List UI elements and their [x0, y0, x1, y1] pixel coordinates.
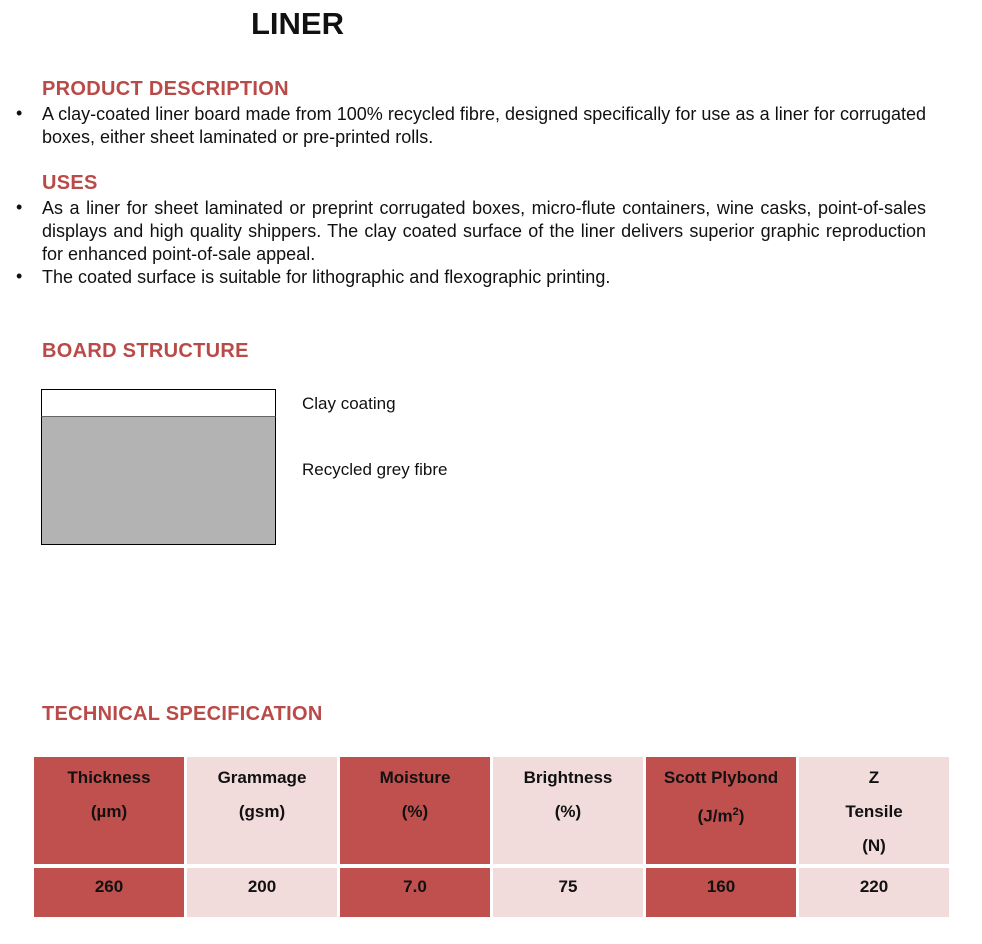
board-structure-heading: BOARD STRUCTURE — [42, 340, 249, 362]
value-grammage: 200 — [187, 868, 337, 917]
grey-fibre-layer — [41, 416, 276, 545]
value-scott-plybond: 160 — [646, 868, 796, 917]
product-description-text: A clay-coated liner board made from 100%… — [42, 104, 926, 147]
clay-coating-layer — [41, 389, 276, 416]
spec-table: Thickness (µm) Grammage (gsm) Moisture (%) … — [31, 753, 952, 921]
spec-header-row: Thickness (µm) Grammage (gsm) Moisture (%) … — [34, 757, 949, 864]
header-scott-plybond: Scott Plybond (J/m2) — [646, 757, 796, 864]
uses-heading: USES — [42, 172, 98, 194]
spec-value-row: 260 200 7.0 75 160 220 — [34, 868, 949, 917]
bullet-icon: • — [16, 103, 23, 123]
uses-text-2: The coated surface is suitable for litho… — [42, 267, 611, 287]
value-thickness: 260 — [34, 868, 184, 917]
product-description-heading: PRODUCT DESCRIPTION — [42, 78, 289, 100]
clay-coating-label: Clay coating — [302, 394, 396, 413]
header-moisture: Moisture (%) — [340, 757, 490, 864]
value-moisture: 7.0 — [340, 868, 490, 917]
uses-text-1: As a liner for sheet laminated or prepri… — [42, 198, 926, 264]
value-z-tensile: 220 — [799, 868, 949, 917]
header-brightness: Brightness (%) — [493, 757, 643, 864]
page-title: LINER — [251, 6, 344, 41]
bullet-icon: • — [16, 197, 23, 217]
header-thickness: Thickness (µm) — [34, 757, 184, 864]
header-grammage: Grammage (gsm) — [187, 757, 337, 864]
grey-fibre-label: Recycled grey fibre — [302, 460, 448, 479]
bullet-icon: • — [16, 266, 23, 286]
technical-specification-heading: TECHNICAL SPECIFICATION — [42, 703, 323, 725]
value-brightness: 75 — [493, 868, 643, 917]
header-z-tensile: Z Tensile (N) — [799, 757, 949, 864]
